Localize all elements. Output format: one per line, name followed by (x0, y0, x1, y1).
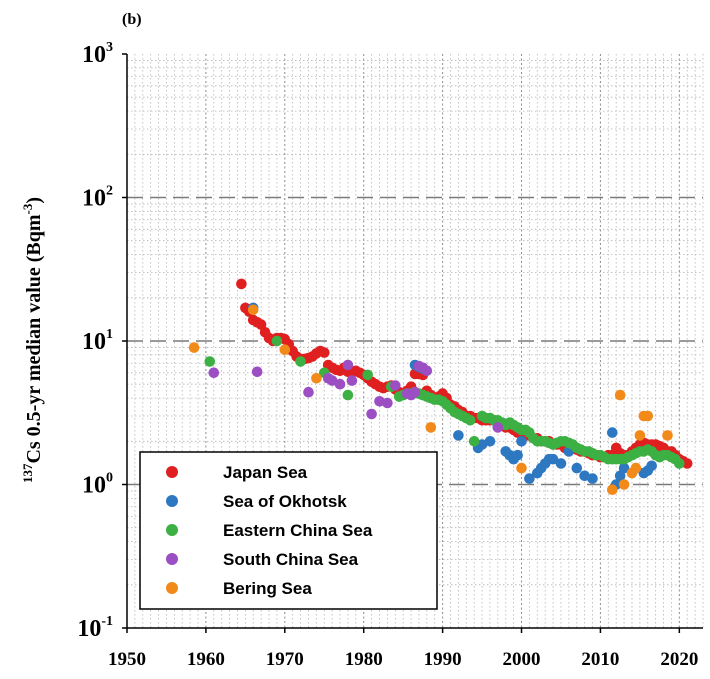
legend-marker-japan-sea (166, 466, 178, 478)
data-point-south-china-sea (342, 359, 354, 371)
x-tick-label: 2010 (581, 649, 619, 670)
x-tick-label: 1980 (345, 649, 383, 670)
data-point-bering-sea (425, 422, 437, 433)
y-axis-label: 137Cs 0.5-yr median value (Bqm-3) (20, 197, 45, 483)
data-point-bering-sea (618, 479, 630, 490)
legend-label-south-china-sea: South China Sea (223, 550, 359, 569)
data-point-south-china-sea (421, 365, 433, 377)
data-point-eastern-china-sea (342, 389, 354, 401)
data-point-south-china-sea (251, 366, 263, 378)
y-axis-label-text: Cs 0.5-yr median value (Bqm (23, 214, 45, 463)
data-point-south-china-sea (208, 367, 220, 379)
data-point-japan-sea (236, 278, 247, 290)
data-points (188, 278, 693, 496)
y-tick-label: 101 (82, 327, 113, 355)
y-tick-label: 100 (82, 471, 113, 499)
x-tick-label: 1960 (187, 649, 225, 670)
data-point-eastern-china-sea (362, 369, 374, 381)
data-point-south-china-sea (346, 375, 358, 386)
data-point-eastern-china-sea (295, 356, 306, 367)
data-point-sea-of-okhotsk (453, 430, 464, 441)
axes: 10-1 100 101 102 103 1950 1960 1970 1980 1990 2000… (77, 40, 703, 670)
data-point-sea-of-okhotsk (607, 427, 618, 438)
data-point-south-china-sea (303, 386, 314, 398)
data-point-sea-of-okhotsk (512, 449, 523, 461)
data-point-eastern-china-sea (674, 458, 685, 469)
legend-marker-sea-of-okhotsk (166, 495, 178, 507)
data-point-eastern-china-sea (464, 415, 476, 426)
data-point-sea-of-okhotsk (516, 436, 527, 447)
data-point-bering-sea (607, 484, 618, 496)
y-axis-label-close: ) (23, 197, 45, 204)
data-point-bering-sea (630, 462, 642, 474)
data-point-sea-of-okhotsk (555, 458, 567, 469)
legend-label-bering-sea: Bering Sea (223, 579, 312, 598)
data-point-south-china-sea (492, 422, 504, 433)
legend-label-japan-sea: Japan Sea (223, 463, 308, 482)
data-point-eastern-china-sea (468, 436, 480, 447)
x-tick-label: 1970 (266, 649, 304, 670)
y-axis-label-unit-exp: -3 (20, 203, 35, 214)
data-point-south-china-sea (409, 386, 421, 398)
data-point-japan-sea (681, 458, 693, 469)
legend-label-sea-of-okhotsk: Sea of Okhotsk (223, 492, 347, 511)
data-point-sea-of-okhotsk (618, 462, 630, 474)
x-tick-label: 2000 (503, 649, 541, 670)
legend-label-eastern-china-sea: Eastern China Sea (223, 521, 373, 540)
panel-label: (b) (122, 11, 142, 28)
legend-box (139, 451, 438, 610)
data-point-bering-sea (662, 430, 673, 441)
y-axis-label-isotope: 137 (20, 463, 35, 483)
legend-marker-eastern-china-sea (166, 524, 178, 536)
data-point-south-china-sea (334, 378, 346, 390)
data-point-bering-sea (188, 342, 200, 353)
y-tick-label: 102 (82, 184, 113, 212)
data-point-sea-of-okhotsk (571, 462, 583, 474)
legend-marker-south-china-sea (166, 553, 178, 565)
legend: Japan Sea Sea of Okhotsk Eastern China Sea… (139, 451, 438, 610)
x-tick-label: 1990 (424, 649, 462, 670)
data-point-bering-sea (247, 304, 259, 316)
data-point-south-china-sea (366, 408, 377, 420)
series-eastern-china-sea (204, 335, 685, 469)
y-tick-label: 10-1 (77, 614, 113, 642)
data-point-south-china-sea (390, 380, 401, 391)
data-point-bering-sea (642, 410, 654, 422)
data-point-japan-sea (319, 347, 330, 358)
data-point-sea-of-okhotsk (484, 436, 496, 447)
data-point-sea-of-okhotsk (587, 473, 598, 484)
series-south-china-sea (208, 359, 504, 433)
data-point-sea-of-okhotsk (547, 453, 559, 465)
data-point-bering-sea (634, 430, 646, 441)
x-tick-label: 2020 (660, 649, 698, 670)
data-point-sea-of-okhotsk (524, 473, 535, 484)
y-tick-label: 103 (82, 40, 113, 68)
x-tick-label: 1950 (108, 649, 146, 670)
data-point-bering-sea (516, 462, 527, 474)
data-point-bering-sea (279, 344, 291, 356)
data-point-eastern-china-sea (204, 356, 216, 367)
data-point-bering-sea (614, 389, 626, 401)
series-bering-sea (188, 304, 673, 496)
data-point-south-china-sea (382, 397, 393, 409)
data-point-eastern-china-sea (271, 335, 283, 347)
data-point-bering-sea (311, 373, 322, 384)
legend-marker-bering-sea (166, 582, 178, 594)
data-point-sea-of-okhotsk (646, 460, 657, 472)
data-point-south-china-sea (374, 396, 385, 407)
